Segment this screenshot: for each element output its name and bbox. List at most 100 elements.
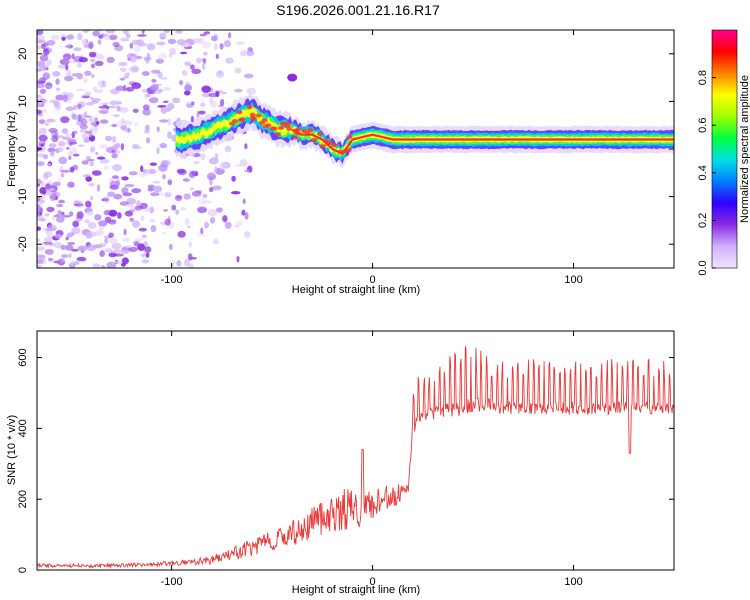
spectrogram-noise-blob: [85, 211, 94, 216]
spectrogram-noise-blob: [87, 222, 97, 229]
snr-x-axis-label: Height of straight line (km): [292, 584, 420, 596]
spectrogram-noise-blob: [88, 41, 94, 49]
spectrogram-noise-blob: [77, 245, 88, 252]
spectrogram-noise-blob: [120, 143, 125, 151]
spectrogram-noise-blob: [50, 150, 55, 156]
spectrogram-noise-blob: [85, 176, 92, 182]
spectrogram-noise-blob: [152, 185, 163, 193]
spectrogram-noise-blob: [37, 30, 44, 35]
spectrogram-noise-blob: [143, 94, 148, 100]
spectrogram-noise-blob: [37, 205, 41, 212]
spectrogram-noise-blob: [191, 68, 202, 74]
spectrogram-hotspot: [271, 126, 278, 131]
spectrogram-noise-blob: [97, 229, 103, 236]
spectrogram-noise-blob: [50, 34, 60, 41]
spectrogram-noise-blob: [241, 209, 246, 216]
spectrogram-x-tick-label: 0: [370, 274, 376, 286]
spectrogram-noise-blob: [152, 180, 161, 184]
spectrogram-noise-blob: [138, 227, 147, 232]
spectrogram-noise-blob: [121, 257, 129, 265]
spectrogram-noise-blob: [157, 71, 163, 78]
spectrogram-hotspot: [341, 149, 348, 154]
spectrogram-noise-blob: [244, 169, 250, 173]
spectrogram-noise-blob: [184, 217, 190, 226]
spectrogram-noise-blob: [94, 123, 98, 128]
spectrogram-noise-blob: [100, 264, 106, 268]
spectrogram-noise-blob: [120, 124, 128, 131]
figure-title: S196.2026.001.21.16.R17: [276, 2, 440, 18]
spectrogram-noise-blob: [108, 238, 118, 244]
spectrogram-noise-blob: [150, 84, 159, 91]
spectrogram-noise-blob: [45, 183, 51, 190]
spectrogram-noise-blob: [37, 109, 43, 115]
spectrogram-noise-blob: [46, 59, 52, 66]
spectrogram-noise-blob: [54, 241, 62, 249]
spectrogram-noise-blob: [109, 100, 119, 106]
spectrogram-noise-blob: [156, 147, 160, 154]
spectrogram-noise-blob: [141, 234, 147, 238]
spectrogram-noise-blob: [128, 171, 138, 176]
spectrogram-noise-blob: [56, 212, 65, 217]
spectrogram-noise-blob: [113, 193, 123, 200]
spectrogram-noise-blob: [117, 212, 122, 219]
spectrogram-noise-blob: [244, 231, 251, 238]
colorbar-frame: [711, 29, 738, 269]
spectrogram-hotspot: [251, 117, 257, 122]
spectrogram-noise-blob: [106, 261, 117, 268]
spectrogram-noise-blob: [61, 254, 67, 258]
spectrogram-noise-blob: [148, 97, 159, 104]
spectrogram-noise-blob: [42, 48, 50, 56]
spectrogram-noise-blob: [167, 131, 173, 139]
spectrogram-noise-blob: [141, 88, 148, 93]
spectrogram-noise-blob: [209, 217, 216, 224]
spectrogram-noise-blob: [37, 94, 42, 98]
spectrogram-noise-blob: [112, 175, 119, 179]
spectrogram-noise-blob: [172, 260, 176, 267]
colorbar-tick-label: 0.2: [697, 213, 709, 228]
spectrogram-noise-blob: [175, 30, 183, 34]
spectrogram-noise-blob: [69, 147, 78, 154]
spectrogram-noise-blob: [184, 84, 193, 92]
spectrogram-noise-blob: [37, 210, 40, 217]
spectrogram-noise-blob: [104, 216, 112, 223]
spectrogram-noise-blob: [65, 63, 69, 71]
spectrogram-noise-blob: [190, 115, 194, 123]
spectrogram-noise-blob: [37, 80, 46, 84]
spectrogram-noise-blob: [211, 35, 217, 42]
spectrogram-hotspot: [301, 129, 308, 134]
spectrogram-noise-blob: [147, 187, 154, 192]
spectrogram-noise-blob: [105, 30, 116, 34]
spectrogram-noise-blob: [189, 173, 193, 177]
spectrogram-noise-blob: [176, 39, 186, 46]
spectrogram-noise-blob: [48, 143, 57, 148]
spectrogram-noise-blob: [156, 41, 166, 46]
spectrogram-noise-blob: [188, 241, 192, 248]
spectrogram-noise-blob: [162, 174, 166, 180]
spectrogram-noise-blob: [184, 61, 192, 67]
spectrogram-noise-blob: [240, 50, 247, 57]
spectrogram-noise-blob: [80, 129, 87, 133]
spectrogram-hotspot: [255, 113, 262, 118]
spectrogram-noise-blob: [180, 51, 188, 55]
spectrogram-noise-blob: [158, 164, 168, 172]
spectrogram-noise-blob: [124, 183, 135, 188]
spectrogram-y-axis-label: Frequency (Hz): [6, 111, 18, 187]
spectrogram-noise-blob: [68, 253, 72, 259]
spectrogram-noise-blob: [46, 118, 56, 123]
snr-y-ticks: 0 200 400 600: [17, 348, 674, 573]
spectrogram-y-tick-label: -10: [17, 189, 29, 205]
spectrogram-noise-blob: [57, 64, 67, 69]
spectrogram-noise-blob: [103, 33, 111, 41]
spectrogram-noise-blob: [150, 69, 161, 74]
spectrogram-noise-blob: [81, 38, 88, 45]
spectrogram-noise-blob: [129, 42, 133, 49]
spectrogram-noise-blob: [180, 207, 187, 211]
spectrogram-noise-blob: [203, 200, 213, 204]
spectrogram-noise-blob: [37, 34, 45, 42]
colorbar-tick-label: 0.4: [697, 165, 709, 180]
spectrogram-noise-blob: [61, 254, 70, 258]
spectrogram-noise-blob: [168, 53, 173, 58]
spectrogram-noise-blob: [159, 142, 168, 149]
spectrogram-noise-blob: [45, 122, 50, 126]
spectrogram-noise-blob: [75, 88, 86, 92]
